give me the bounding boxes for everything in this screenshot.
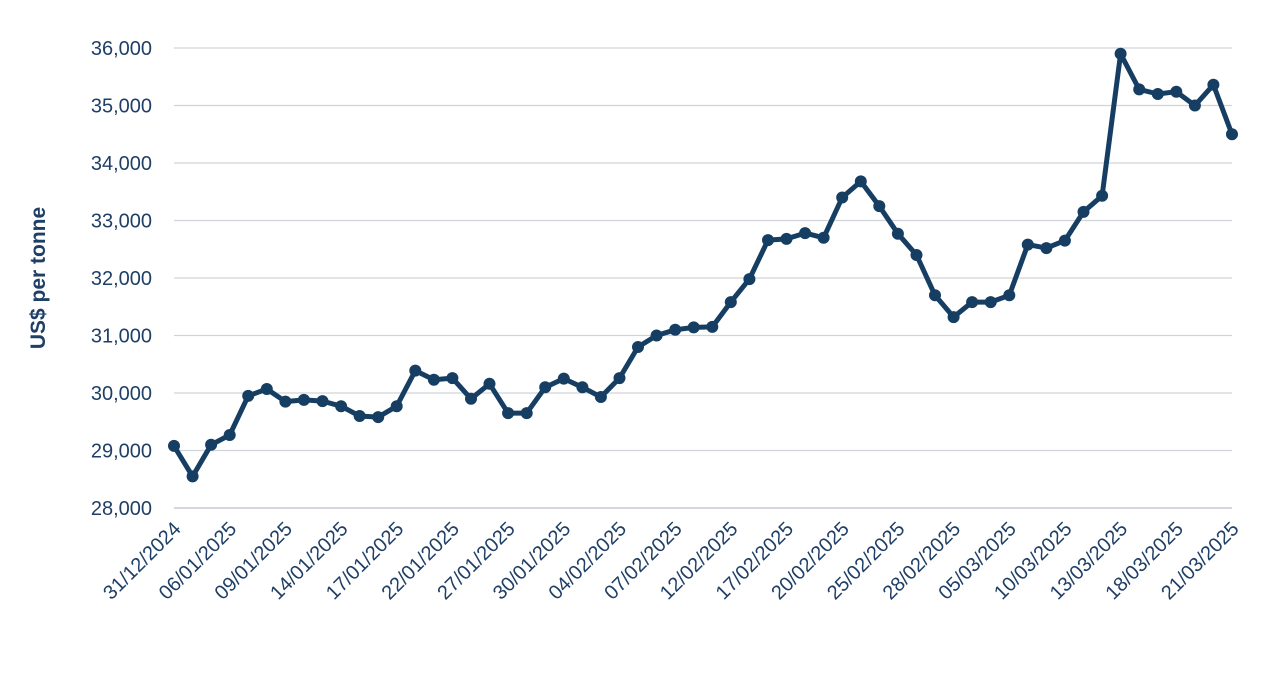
data-point: [836, 191, 849, 204]
data-point: [1021, 238, 1034, 251]
data-point: [1077, 205, 1090, 218]
data-point: [483, 377, 496, 390]
data-point: [1207, 78, 1220, 91]
data-point: [242, 389, 255, 402]
data-point: [687, 321, 700, 334]
data-point: [1226, 128, 1238, 141]
data-point: [279, 395, 292, 408]
data-point: [446, 372, 459, 385]
data-point: [353, 410, 366, 422]
data-point: [372, 411, 385, 424]
data-point: [427, 373, 440, 386]
y-tick-label: 32,000: [91, 268, 152, 290]
data-point: [297, 393, 310, 406]
data-point: [1188, 99, 1201, 112]
data-point: [817, 231, 830, 244]
data-point: [260, 383, 273, 395]
data-point: [947, 311, 960, 324]
data-point: [1114, 47, 1127, 60]
y-tick-label: 30,000: [91, 383, 152, 405]
data-point: [724, 296, 737, 309]
data-point: [632, 341, 644, 353]
data-point: [390, 400, 403, 413]
data-point: [1151, 88, 1164, 100]
data-point: [539, 381, 552, 394]
data-point: [910, 249, 923, 261]
data-point: [799, 227, 812, 240]
y-axis-ticks: 28,000 29,000 30,000 31,000 32,000 33,000 34,0…: [91, 38, 152, 520]
data-point: [168, 439, 180, 452]
data-point: [1003, 289, 1016, 302]
data-point: [780, 232, 793, 245]
y-tick-label: 29,000: [91, 441, 152, 463]
data-point: [984, 296, 997, 309]
data-point: [1058, 234, 1071, 247]
data-point: [762, 234, 774, 247]
data-point: [1133, 83, 1146, 96]
data-point: [669, 323, 682, 336]
y-tick-label: 33,000: [91, 211, 152, 233]
data-point: [966, 296, 979, 309]
data-point: [223, 429, 236, 441]
data-point: [929, 289, 941, 302]
data-point: [613, 372, 626, 385]
data-point: [409, 364, 422, 377]
data-point: [557, 372, 570, 385]
data-point: [502, 407, 515, 420]
data-point: [650, 329, 663, 342]
data-point: [854, 175, 867, 188]
series-line: [171, 51, 1235, 479]
y-tick-label: 28,000: [91, 498, 152, 520]
data-point: [205, 438, 218, 451]
data-point: [594, 391, 607, 403]
data-point: [1096, 189, 1109, 202]
y-axis-title: US$ per tonne: [27, 207, 50, 349]
y-tick-label: 36,000: [91, 38, 152, 60]
data-point: [1040, 242, 1053, 255]
data-point: [465, 392, 477, 405]
data-point: [743, 273, 756, 286]
data-point: [186, 470, 199, 483]
x-axis-ticks: 31/12/202406/01/202509/01/202514/01/2025…: [99, 518, 1243, 604]
y-tick-label: 34,000: [91, 153, 152, 175]
data-point: [576, 381, 589, 394]
data-point: [316, 395, 329, 408]
data-point: [520, 407, 533, 420]
data-point: [873, 200, 886, 213]
data-point: [335, 400, 348, 413]
y-tick-label: 31,000: [91, 326, 152, 348]
data-point: [891, 227, 904, 240]
gridlines: [174, 47, 1232, 452]
series-group: [168, 47, 1238, 483]
data-point: [706, 320, 719, 333]
data-point: [1170, 85, 1183, 98]
y-tick-label: 35,000: [91, 96, 152, 118]
